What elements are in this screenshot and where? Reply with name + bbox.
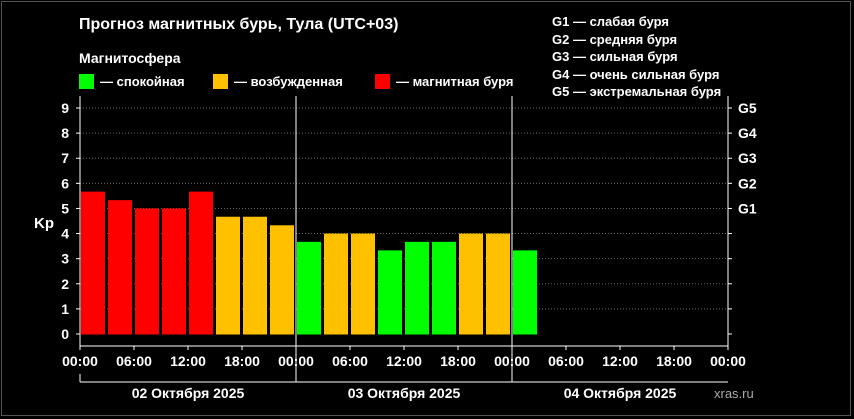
kp-bar: [135, 208, 159, 335]
legend-swatch-storm: [375, 73, 390, 89]
y-tick-label: 1: [61, 301, 69, 317]
kp-bar: [81, 191, 105, 335]
kp-bar: [459, 233, 483, 335]
storm-level-tick-label: G2: [738, 175, 757, 191]
y-tick-label: 6: [61, 175, 69, 191]
legend-label-quiet: — спокойная: [100, 73, 185, 89]
legend-item-quiet: — спокойная: [79, 73, 185, 89]
kp-bar: [378, 250, 402, 335]
storm-level-tick-label: G5: [738, 100, 757, 116]
x-tick-label: 06:00: [332, 353, 368, 369]
kp-bar: [297, 241, 321, 335]
day-label: 04 Октября 2025: [564, 385, 677, 401]
storm-level-g5: G5 — экстремальная буря: [552, 84, 722, 100]
kp-bar: [243, 216, 267, 335]
legend-label-storm: — магнитная буря: [396, 73, 514, 89]
chart-title: Прогноз магнитных бурь, Тула (UTC+03): [79, 16, 399, 33]
x-tick-label: 12:00: [386, 353, 422, 369]
y-tick-label: 7: [61, 150, 69, 166]
storm-level-g2: G2 — средняя буря: [552, 31, 678, 47]
x-tick-label: 06:00: [116, 353, 152, 369]
x-tick-label: 06:00: [548, 353, 584, 369]
x-tick-label: 00:00: [494, 353, 530, 369]
storm-level-g3: G3 — сильная буря: [552, 49, 678, 65]
storm-level-tick-label: G4: [738, 125, 757, 141]
kp-bar: [324, 233, 348, 335]
kp-bar: [108, 200, 132, 335]
storm-level-g1: G1 — слабая буря: [552, 14, 670, 29]
x-tick-label: 00:00: [278, 353, 314, 369]
source-credit: xras.ru: [714, 386, 754, 401]
legend-swatch-unsettled: [213, 73, 228, 89]
y-tick-label: 8: [61, 125, 69, 141]
day-label: 02 Октября 2025: [132, 385, 245, 401]
x-tick-label: 00:00: [62, 353, 98, 369]
legend-item-storm: — магнитная буря: [375, 73, 513, 89]
legend-title: Магнитосфера: [79, 50, 181, 66]
y-tick-label: 4: [61, 226, 69, 242]
kp-bar: [270, 225, 294, 335]
x-tick-label: 00:00: [710, 353, 746, 369]
x-tick-label: 18:00: [224, 353, 260, 369]
x-tick-label: 12:00: [170, 353, 206, 369]
storm-level-tick-label: G3: [738, 150, 757, 166]
y-tick-label: 5: [61, 200, 69, 216]
kp-bar: [162, 208, 186, 335]
storm-level-tick-label: G1: [738, 200, 757, 216]
kp-bar: [351, 233, 375, 335]
x-tick-label: 18:00: [440, 353, 476, 369]
legend-item-unsettled: — возбужденная: [213, 73, 343, 89]
kp-bar: [216, 216, 240, 335]
y-tick-label: 9: [61, 100, 69, 116]
y-tick-label: 2: [61, 276, 69, 292]
kp-bar: [405, 241, 429, 335]
legend-label-unsettled: — возбужденная: [234, 73, 343, 89]
kp-bar: [513, 250, 537, 335]
kp-bar: [486, 233, 510, 335]
x-tick-label: 12:00: [602, 353, 638, 369]
kp-bar: [432, 241, 456, 335]
y-tick-label: 3: [61, 251, 69, 267]
y-axis-label: Kp: [34, 215, 54, 232]
legend-swatch-quiet: [79, 73, 94, 89]
kp-bar: [189, 191, 213, 335]
storm-level-g4: G4 — очень сильная буря: [552, 66, 720, 82]
x-tick-label: 18:00: [656, 353, 692, 369]
storm-level-legend: G1 — слабая буря G2 — средняя буря G3 — …: [552, 13, 721, 101]
y-tick-label: 0: [61, 326, 69, 342]
day-label: 03 Октября 2025: [348, 385, 461, 401]
